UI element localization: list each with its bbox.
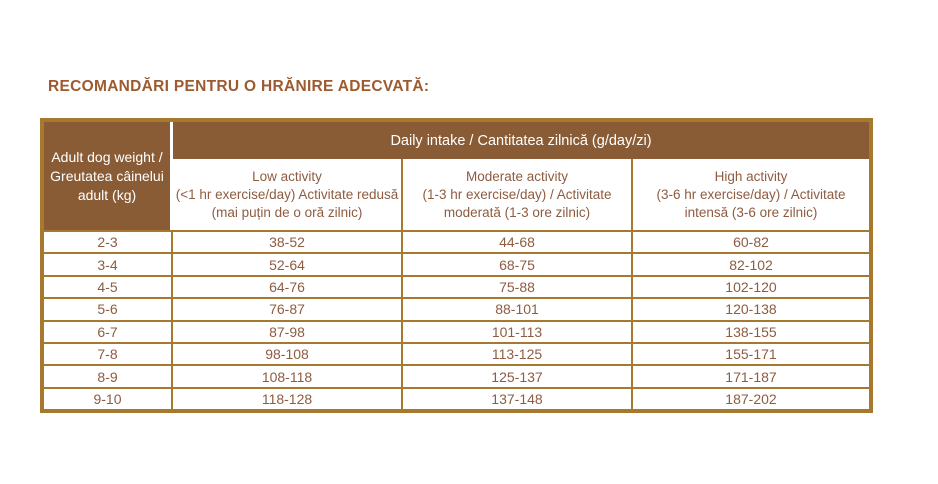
low-activity-value-cell: 98-108 <box>173 341 403 365</box>
low-activity-value-cell: 52-64 <box>173 252 403 275</box>
low-activity-value-cell: 87-98 <box>173 319 403 342</box>
weight-range-cell: 2-3 <box>44 230 173 253</box>
header-line: Moderate activity <box>465 168 569 184</box>
header-line: intensă (3-6 ore zilnic) <box>684 204 818 220</box>
corner-header-line: Adult dog weight / <box>51 148 163 165</box>
moderate-activity-value-cell: 44-68 <box>403 230 633 253</box>
high-activity-value-cell: 82-102 <box>633 252 869 275</box>
moderate-activity-value-cell: 75-88 <box>403 274 633 298</box>
low-activity-value-cell: 108-118 <box>173 364 403 387</box>
corner-header-line: Greutatea câinelui <box>50 167 164 184</box>
header-line: (3-6 hr exercise/day) / Activitate <box>656 186 846 202</box>
daily-intake-header: Daily intake / Cantitatea zilnică (g/day… <box>173 122 869 159</box>
moderate-activity-value-cell: 68-75 <box>403 252 633 275</box>
moderate-activity-value-cell: 88-101 <box>403 297 633 320</box>
column-header-high-activity: High activity (3-6 hr exercise/day) / Ac… <box>633 159 869 230</box>
weight-range-cell: 7-8 <box>44 341 173 365</box>
high-activity-value-cell: 120-138 <box>633 297 869 320</box>
weight-range-cell: 5-6 <box>44 297 173 320</box>
weight-range-cell: 8-9 <box>44 364 173 387</box>
feeding-guide-table: Adult dog weight / Greutatea câinelui ad… <box>40 118 873 414</box>
weight-range-cell: 3-4 <box>44 252 173 275</box>
low-activity-value-cell: 38-52 <box>173 230 403 253</box>
column-header-low-activity: Low activity (<1 hr exercise/day) Activi… <box>173 159 403 230</box>
high-activity-value-cell: 102-120 <box>633 274 869 298</box>
header-line: (mai puțin de o oră zilnic) <box>211 204 363 220</box>
header-line: Low activity <box>252 168 322 184</box>
high-activity-value-cell: 138-155 <box>633 319 869 342</box>
high-activity-value-cell: 187-202 <box>633 386 869 410</box>
header-line: (1-3 hr exercise/day) / Activitate <box>422 186 612 202</box>
weight-range-cell: 4-5 <box>44 274 173 298</box>
corner-header-weight: Adult dog weight / Greutatea câinelui ad… <box>44 122 173 230</box>
weight-range-cell: 9-10 <box>44 386 173 410</box>
page-title: RECOMANDĂRI PENTRU O HRĂNIRE ADECVATĂ: <box>48 78 430 95</box>
header-line: High activity <box>714 168 788 184</box>
high-activity-value-cell: 60-82 <box>633 230 869 253</box>
low-activity-value-cell: 64-76 <box>173 274 403 298</box>
column-header-moderate-activity: Moderate activity (1-3 hr exercise/day) … <box>403 159 633 230</box>
low-activity-value-cell: 76-87 <box>173 297 403 320</box>
high-activity-value-cell: 171-187 <box>633 364 869 387</box>
moderate-activity-value-cell: 113-125 <box>403 341 633 365</box>
low-activity-value-cell: 118-128 <box>173 386 403 410</box>
moderate-activity-value-cell: 137-148 <box>403 386 633 410</box>
high-activity-value-cell: 155-171 <box>633 341 869 365</box>
corner-header-line: adult (kg) <box>77 186 137 203</box>
header-line: (<1 hr exercise/day) Activitate redusă <box>175 186 399 202</box>
moderate-activity-value-cell: 125-137 <box>403 364 633 387</box>
moderate-activity-value-cell: 101-113 <box>403 319 633 342</box>
header-line: moderată (1-3 ore zilnic) <box>443 204 591 220</box>
weight-range-cell: 6-7 <box>44 319 173 342</box>
